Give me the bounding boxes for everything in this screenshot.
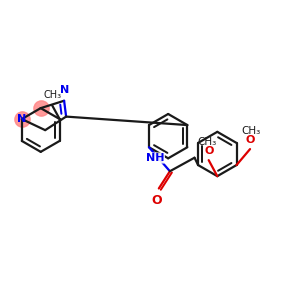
Text: CH₃: CH₃ xyxy=(242,125,261,136)
Text: CH₃: CH₃ xyxy=(198,136,217,147)
Text: N: N xyxy=(60,85,69,94)
Text: O: O xyxy=(151,194,162,207)
Text: O: O xyxy=(245,135,255,145)
Text: NH: NH xyxy=(146,153,164,163)
Text: CH₃: CH₃ xyxy=(43,90,61,100)
Text: N: N xyxy=(17,114,26,124)
Text: O: O xyxy=(204,146,213,156)
